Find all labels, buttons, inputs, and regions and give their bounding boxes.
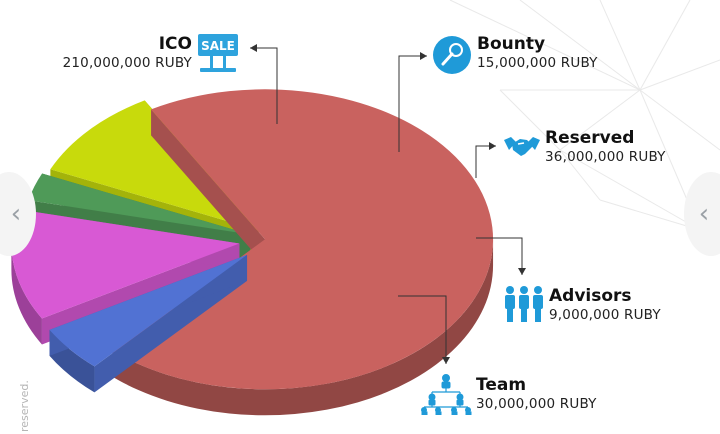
slice-value-reserved: 36,000,000 RUBY: [545, 149, 666, 165]
pie-slice-top-reserved: [11, 209, 240, 319]
label-bounty: Bounty 15,000,000 RUBY: [477, 34, 598, 72]
pie-slice-top-bounty: [49, 254, 248, 367]
pie-slice-face-ico: [151, 109, 266, 266]
leader-line-ico: [250, 44, 278, 124]
leader-line-reserved: [475, 142, 496, 178]
people-group-icon: [505, 286, 543, 322]
slice-name-ico: ICO: [158, 34, 192, 54]
handshake-icon: [504, 137, 540, 156]
slice-name-bounty: Bounty: [477, 34, 546, 54]
label-ico: ICO 210,000,000 RUBY: [40, 34, 192, 72]
label-reserved: Reserved 36,000,000 RUBY: [545, 128, 666, 166]
footer-note: reserved.: [18, 380, 31, 432]
leader-line-bounty: [398, 52, 427, 152]
label-team: Team 30,000,000 RUBY: [476, 375, 597, 413]
pie-slice-bounty: [49, 254, 248, 393]
label-advisors: Advisors 9,000,000 RUBY: [549, 286, 661, 324]
slice-name-team: Team: [476, 375, 527, 395]
pie-slice-top-ico: [112, 89, 494, 390]
pie-slice-top-advisors: [28, 173, 251, 235]
pie-slice-side-reserved: [11, 243, 42, 345]
next-slide-button[interactable]: ‹: [684, 172, 720, 256]
leader-line-team: [398, 295, 450, 364]
microphone-icon: [433, 36, 471, 74]
sale-sign-text: SALE: [201, 39, 235, 53]
org-chart-icon: [421, 374, 472, 415]
slice-name-reserved: Reserved: [545, 128, 635, 148]
slice-value-ico: 210,000,000 RUBY: [62, 55, 192, 71]
leader-line-advisors: [476, 237, 526, 275]
slice-name-advisors: Advisors: [549, 286, 632, 306]
pie-slice-side-ico: [112, 239, 494, 416]
sale-sign-icon: SALE: [198, 34, 238, 72]
slice-value-bounty: 15,000,000 RUBY: [477, 55, 598, 71]
slice-value-team: 30,000,000 RUBY: [476, 396, 597, 412]
slice-value-advisors: 9,000,000 RUBY: [549, 307, 661, 323]
